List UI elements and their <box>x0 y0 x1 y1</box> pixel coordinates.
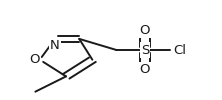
Text: O: O <box>140 24 150 37</box>
Text: N: N <box>50 39 60 52</box>
Text: S: S <box>141 44 149 56</box>
Text: Cl: Cl <box>173 44 186 56</box>
Text: O: O <box>140 63 150 76</box>
Text: O: O <box>29 53 40 66</box>
